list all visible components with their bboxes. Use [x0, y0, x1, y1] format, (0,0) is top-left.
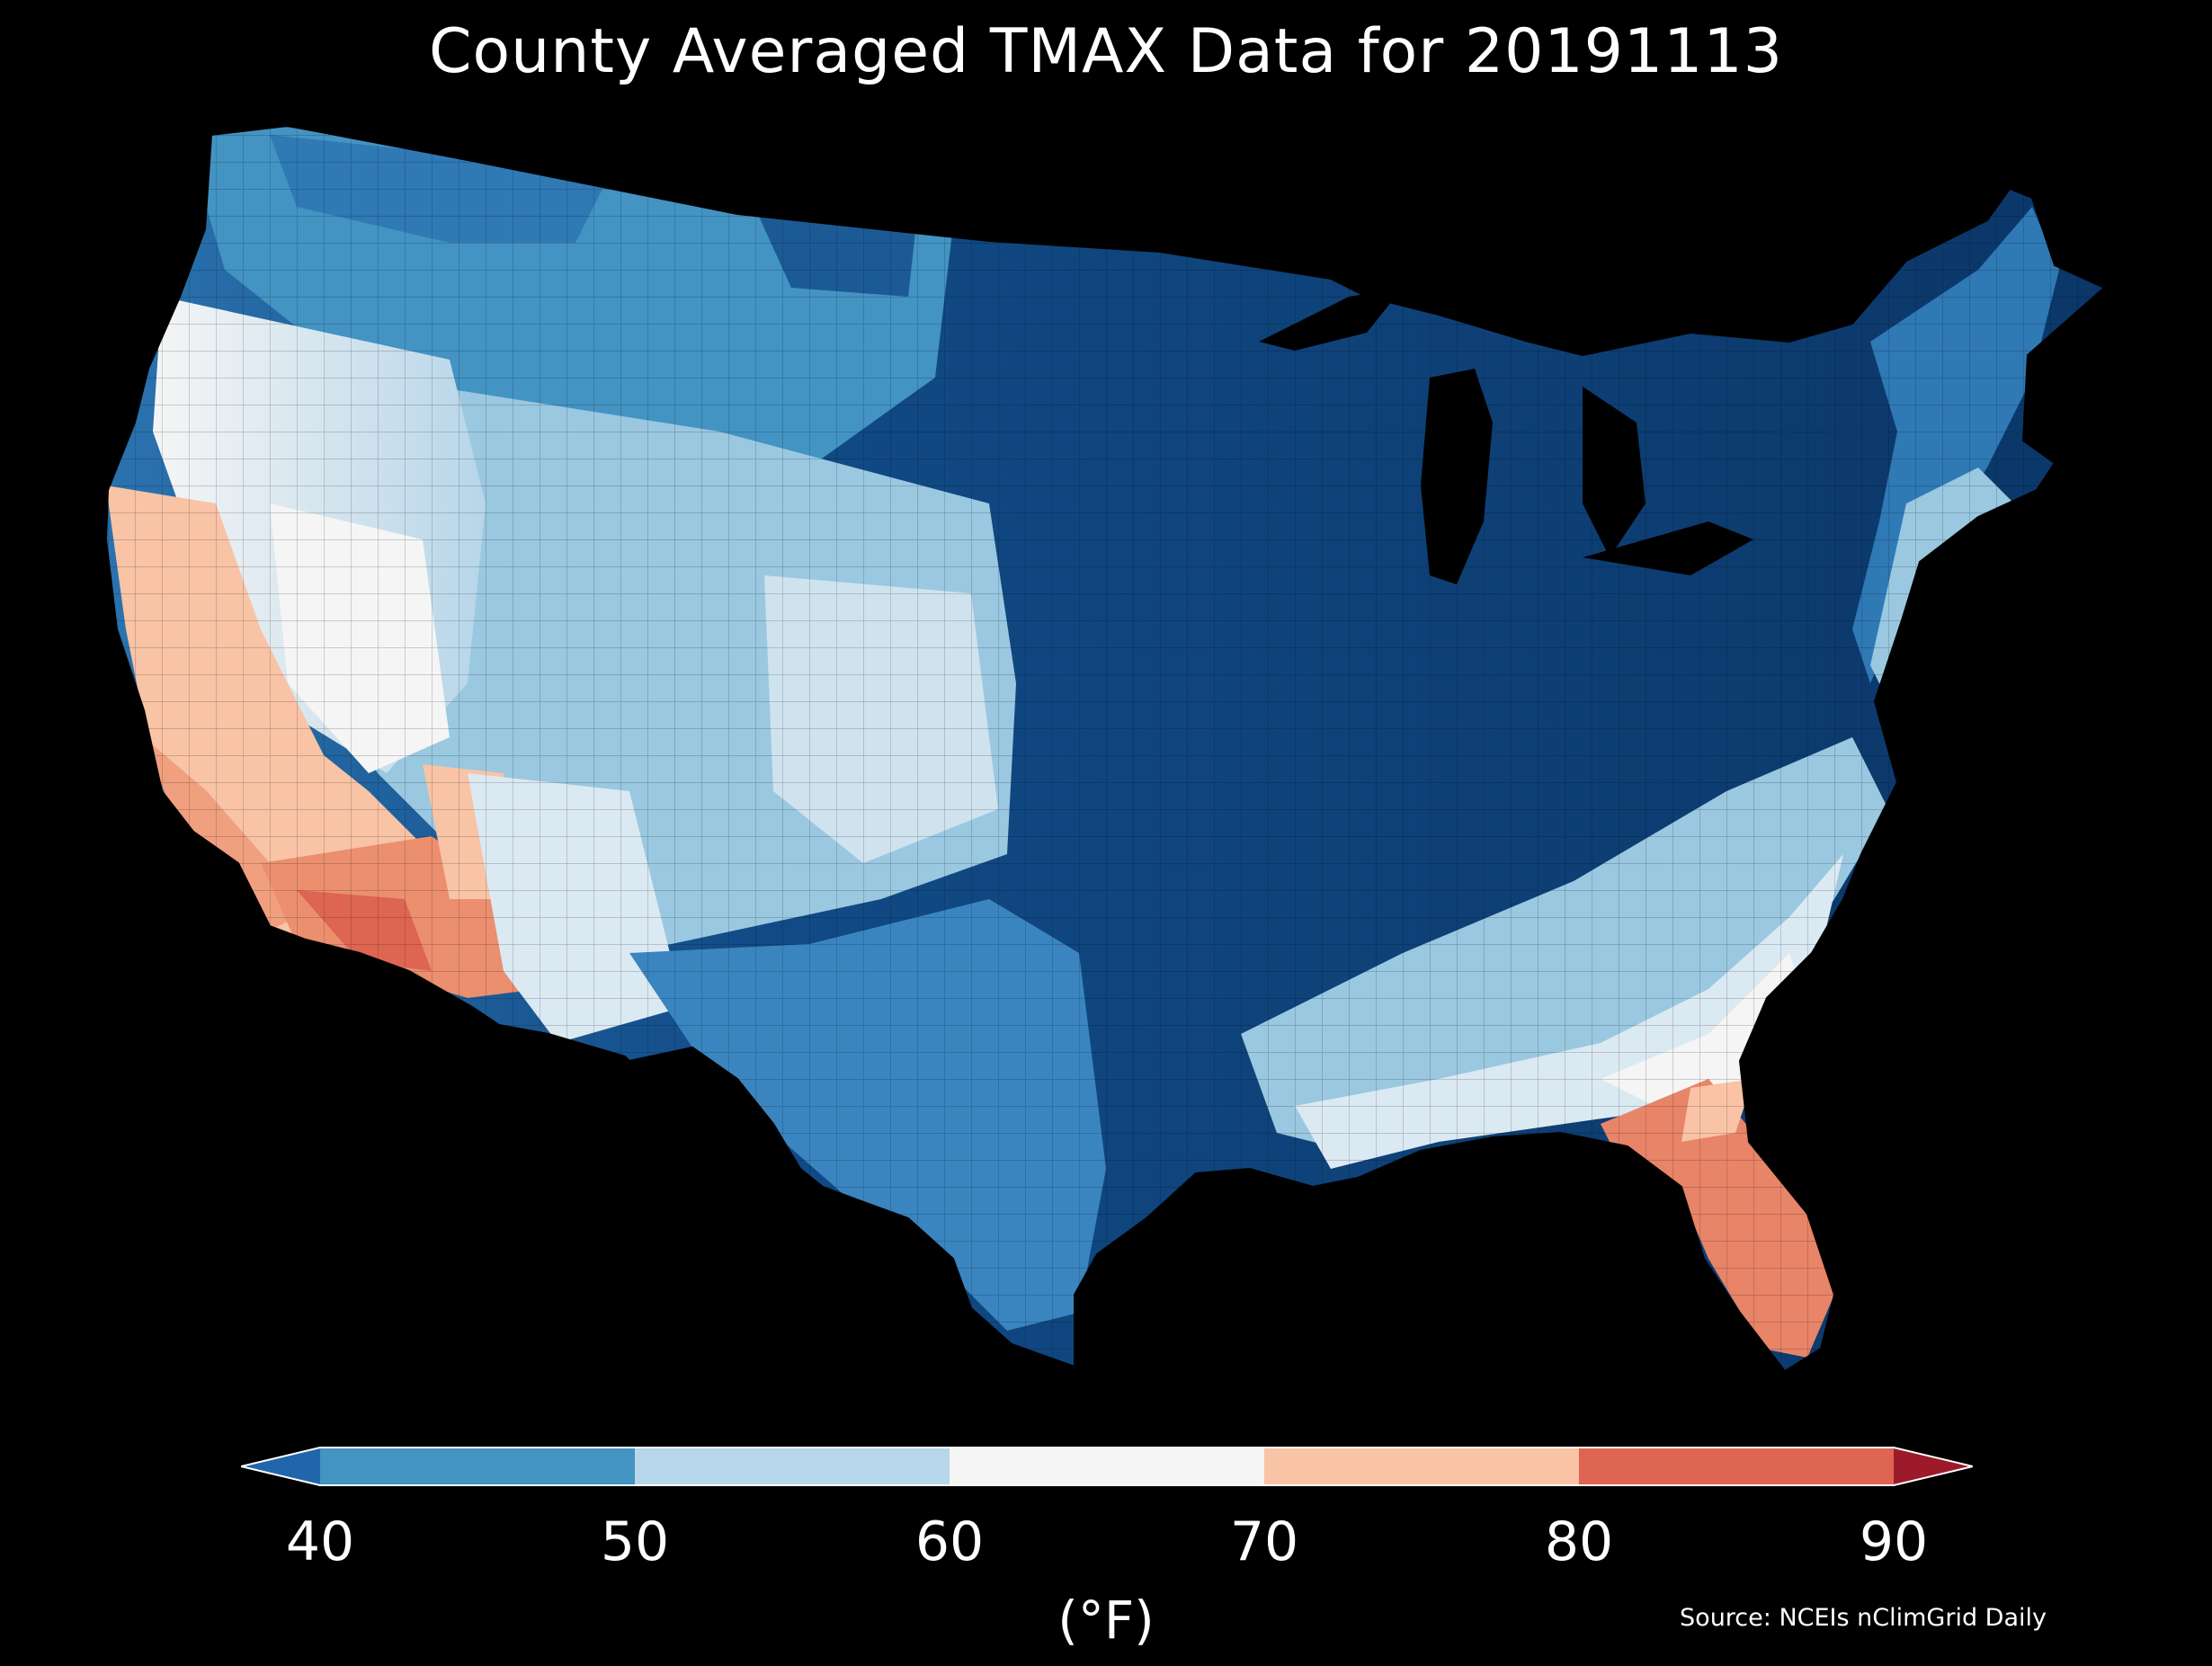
- colorbar-tick-80: 80: [1544, 1510, 1614, 1573]
- colorbar-over-arrow: [1894, 1448, 1973, 1485]
- colorbar-tick-50: 50: [600, 1510, 670, 1573]
- colorbar: [241, 1446, 1973, 1487]
- colorbar-bin-70-80: [1264, 1448, 1579, 1485]
- colorbar-bin-40-50: [320, 1448, 635, 1485]
- colorbar-tick-70: 70: [1229, 1510, 1299, 1573]
- colorbar-bin-50-60: [635, 1448, 950, 1485]
- colorbar-bin-80-90: [1579, 1448, 1894, 1485]
- colorbar-under-arrow: [241, 1448, 320, 1485]
- colorbar-tick-60: 60: [914, 1510, 985, 1573]
- colorbar-tick-90: 90: [1859, 1510, 1929, 1573]
- colorbar-bin-60-70: [950, 1448, 1264, 1485]
- map-title: County Averaged TMAX Data for 20191113: [429, 16, 1783, 87]
- colorbar-unit-label: (°F): [1057, 1590, 1155, 1651]
- source-credit: Source: NCEIs nClimGrid Daily: [1680, 1604, 2047, 1632]
- colorbar-bar: [241, 1447, 1973, 1486]
- colorbar-tick-40: 40: [285, 1510, 355, 1573]
